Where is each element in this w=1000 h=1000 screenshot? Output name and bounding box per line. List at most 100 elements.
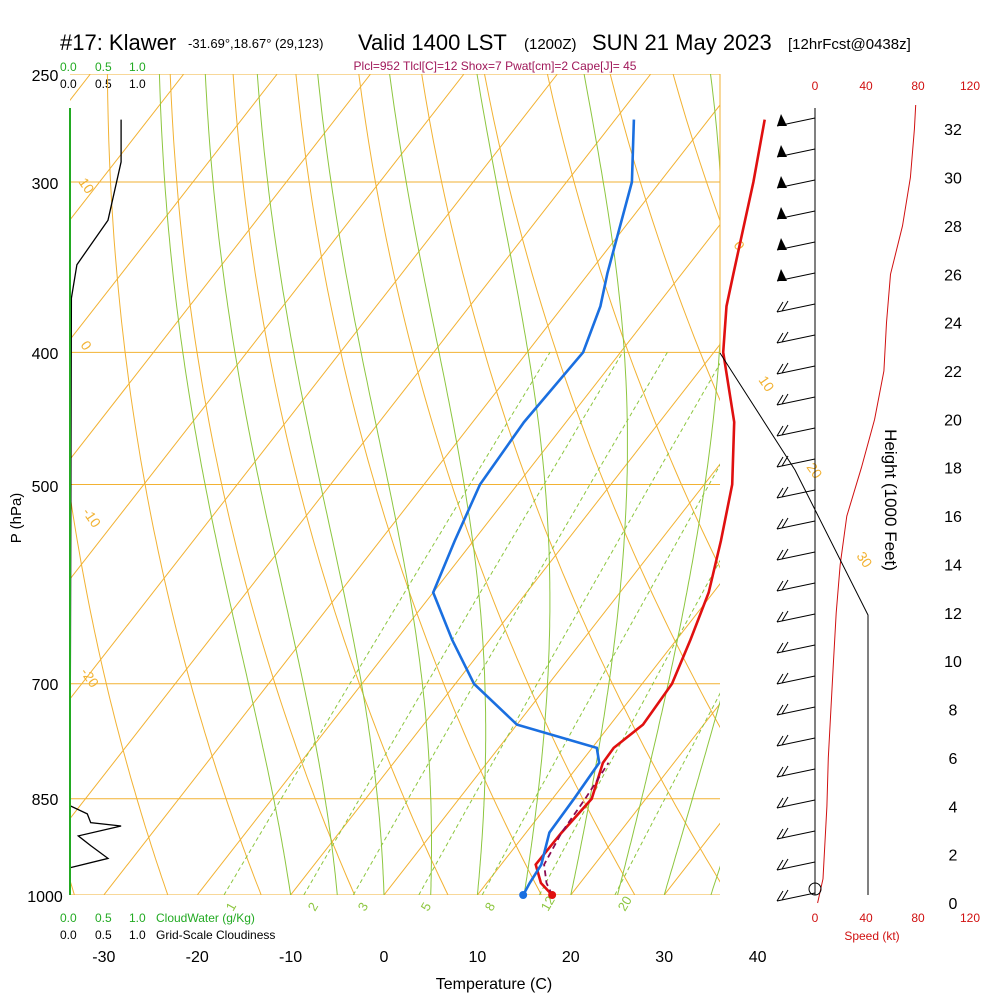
height-tick-label: 20 bbox=[944, 412, 962, 429]
moist-adiabat-line bbox=[710, 865, 720, 895]
wind-barb-shaft bbox=[776, 520, 816, 530]
wind-barb-shaft bbox=[776, 830, 816, 840]
theta-label: 10 bbox=[756, 373, 778, 395]
wind-barb-flag bbox=[781, 331, 789, 343]
pressure-tick-label: 500 bbox=[32, 479, 59, 496]
moist-adiabat-line bbox=[617, 74, 720, 895]
height-tick-label: 14 bbox=[944, 557, 962, 574]
dry-adiabat-line bbox=[169, 74, 356, 895]
mixing-ratio-label: 2 bbox=[305, 900, 322, 914]
cloudiness-tick: 0.5 bbox=[95, 928, 112, 942]
isotherm-line bbox=[758, 74, 1000, 895]
moist-adiabat-line bbox=[570, 74, 628, 895]
wind-barb-flag bbox=[776, 549, 784, 561]
height-tick-label: 6 bbox=[949, 751, 958, 768]
x-axis-title: Temperature (C) bbox=[436, 976, 552, 993]
speed-tick-label-top: 0 bbox=[812, 79, 819, 93]
height-tick-label: 16 bbox=[944, 509, 962, 526]
mixing-ratio-line bbox=[481, 464, 720, 895]
wind-barb-shaft bbox=[776, 644, 816, 654]
isotherm-line bbox=[70, 74, 652, 820]
isotherm-line bbox=[70, 74, 558, 700]
theta-label: 0 bbox=[78, 338, 96, 354]
pressure-tick-label: 1000 bbox=[27, 889, 63, 906]
cloudwater-tick: 1.0 bbox=[129, 911, 146, 925]
height-tick-label: 8 bbox=[949, 703, 958, 720]
utc-time: (1200Z) bbox=[524, 36, 577, 53]
speed-tick-label-top: 40 bbox=[859, 79, 873, 93]
pressure-tick-label: 700 bbox=[32, 677, 59, 694]
wind-barb-shaft bbox=[776, 365, 816, 375]
stability-indices: Plcl=952 Tlcl[C]=12 Shox=7 Pwat[cm]=2 Ca… bbox=[354, 59, 637, 73]
moist-adiabat-line bbox=[758, 50, 1000, 895]
cloudwater-tick: 0.5 bbox=[95, 60, 112, 74]
wind-barb-shaft bbox=[776, 489, 816, 499]
wind-barb-flag bbox=[776, 828, 784, 840]
height-tick-label: 2 bbox=[949, 848, 958, 865]
wind-barb-flag bbox=[776, 859, 784, 871]
wind-barb-flag bbox=[781, 858, 789, 870]
temperature-tick-label: -30 bbox=[92, 949, 115, 966]
wind-barb-pennant bbox=[777, 176, 787, 188]
speed-tick-label-bottom: 40 bbox=[859, 911, 873, 925]
mixing-ratio-line bbox=[352, 352, 668, 895]
wind-speed-line bbox=[817, 104, 917, 904]
wind-barb-flag bbox=[781, 734, 789, 746]
wind-barb-flag bbox=[781, 362, 789, 374]
mixing-ratio-line bbox=[223, 352, 551, 895]
wind-barb-flag bbox=[781, 300, 789, 312]
wind-barbs bbox=[776, 114, 822, 902]
surface-temperature-dot bbox=[548, 891, 557, 899]
theta-label: -20 bbox=[78, 665, 103, 691]
pressure-tick-label: 400 bbox=[32, 346, 59, 363]
dry-adiabat-line bbox=[421, 74, 720, 883]
wind-barb-shaft bbox=[776, 303, 816, 313]
wind-barb-flag bbox=[781, 765, 789, 777]
cloudiness-tick: 0.0 bbox=[60, 928, 77, 942]
mixing-ratio-line bbox=[614, 692, 720, 895]
isotherm-line bbox=[196, 223, 720, 895]
wind-barb-shaft bbox=[776, 737, 816, 747]
parcel-line bbox=[543, 762, 610, 896]
wind-barb-shaft bbox=[776, 675, 816, 685]
wind-barb-pennant bbox=[777, 238, 787, 250]
height-tick-label: 4 bbox=[949, 799, 958, 816]
isotherm-line bbox=[570, 702, 720, 895]
wind-barb-shaft bbox=[776, 582, 816, 592]
temperature-tick-label: 0 bbox=[380, 949, 389, 966]
wind-barb-flag bbox=[781, 610, 789, 622]
wind-barb-shaft bbox=[776, 334, 816, 344]
mixing-ratio-label: 3 bbox=[355, 900, 372, 914]
wind-barb-flag bbox=[781, 672, 789, 684]
y-axis-title: P (hPa) bbox=[8, 493, 25, 544]
pressure-tick-label: 300 bbox=[32, 176, 59, 193]
dry-adiabat-line bbox=[609, 74, 720, 402]
wind-barb-flag bbox=[776, 704, 784, 716]
diagram-background-lines bbox=[70, 50, 1000, 895]
cloudiness-tick: 1.0 bbox=[129, 928, 146, 942]
wind-barb-flag bbox=[776, 673, 784, 685]
wind-barb-flag bbox=[781, 517, 789, 529]
pressure-tick-label: 850 bbox=[32, 792, 59, 809]
wind-barb-shaft bbox=[776, 768, 816, 778]
temperature-tick-label: -10 bbox=[279, 949, 302, 966]
cloudwater-tick: 0.0 bbox=[60, 911, 77, 925]
wind-barb-flag bbox=[776, 611, 784, 623]
wind-barb-flag bbox=[781, 486, 789, 498]
temperature-line bbox=[534, 119, 766, 896]
wind-barb-flag bbox=[776, 363, 784, 375]
dry-adiabat-line bbox=[70, 491, 169, 895]
wind-barb-flag bbox=[776, 394, 784, 406]
speed-tick-label-top: 80 bbox=[911, 79, 925, 93]
mixing-ratio-line bbox=[303, 352, 624, 895]
theta-label: -10 bbox=[80, 505, 105, 531]
speed-axis-title: Speed (kt) bbox=[844, 929, 899, 943]
wind-barb-flag bbox=[781, 641, 789, 653]
dewpoint-line bbox=[431, 119, 636, 896]
cloudiness-profile bbox=[69, 119, 122, 869]
calm-wind-circle bbox=[808, 882, 822, 896]
dry-adiabat-line bbox=[295, 74, 542, 895]
cloudiness-label: Grid-Scale Cloudiness bbox=[156, 928, 275, 942]
speed-tick-label-bottom: 0 bbox=[812, 911, 819, 925]
